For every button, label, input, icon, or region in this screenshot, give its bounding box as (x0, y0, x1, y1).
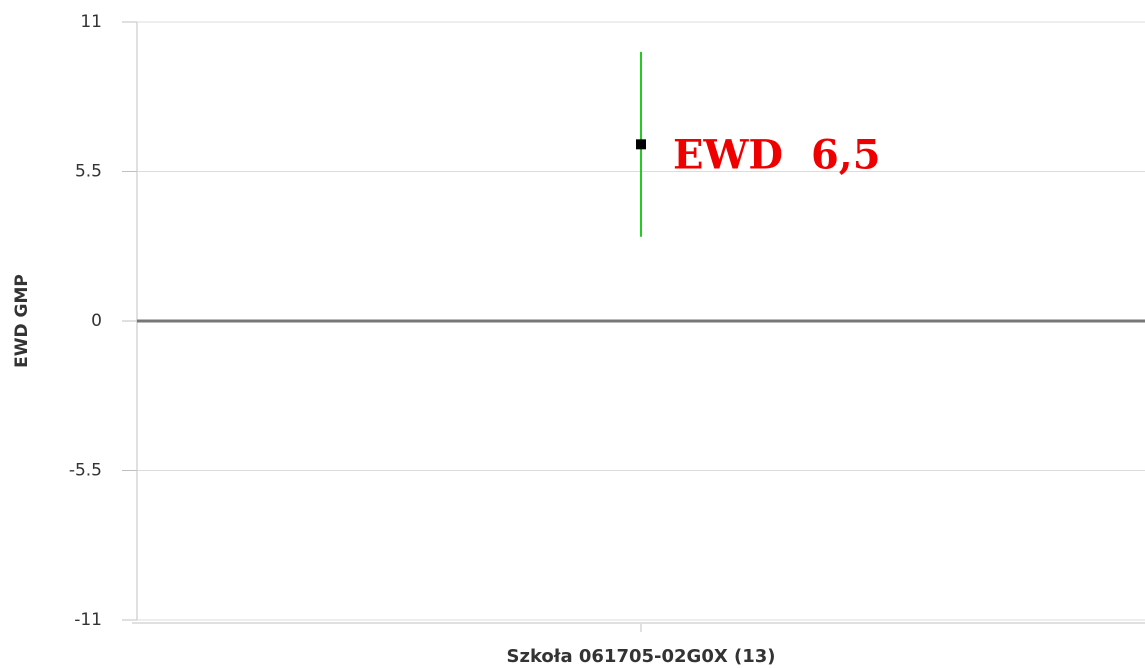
y-tick-label: 0 (91, 311, 102, 331)
y-tick-label: -11 (74, 610, 102, 630)
y-tick-label: 11 (80, 12, 102, 32)
point (636, 139, 646, 150)
value-label: EWD 6,5 (673, 131, 881, 178)
y-axis-label: EWD GMP (12, 274, 32, 368)
x-tick-label: Szkoła 061705-02G0X (13) (507, 646, 776, 667)
y-tick-label: -5.5 (69, 461, 102, 481)
y-tick-label: 5.5 (75, 162, 102, 182)
